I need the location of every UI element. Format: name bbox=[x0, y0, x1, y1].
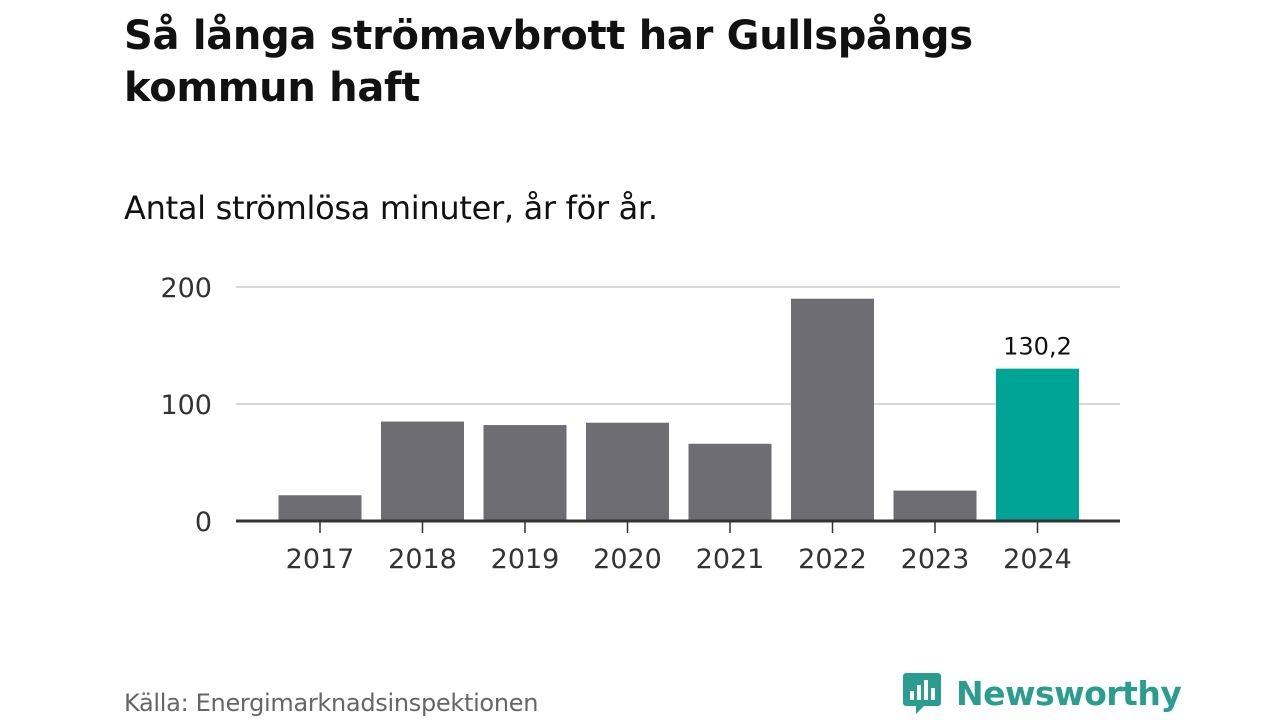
x-tick-label: 2023 bbox=[901, 544, 970, 575]
data-label: 130,2 bbox=[1003, 333, 1072, 361]
x-tick-label: 2019 bbox=[491, 544, 560, 575]
brand-logo: Newsworthy bbox=[902, 668, 1182, 718]
bar-2017 bbox=[278, 495, 362, 521]
bar-2019 bbox=[483, 425, 567, 521]
x-tick-label: 2020 bbox=[593, 544, 662, 575]
bar-2022 bbox=[791, 298, 874, 521]
x-axis-ticks: 2017 2018 2019 2020 2021 2022 2023 2024 bbox=[286, 521, 1072, 575]
x-tick-label: 2022 bbox=[798, 544, 867, 575]
bar-2018 bbox=[381, 421, 464, 521]
y-tick-label: 100 bbox=[160, 390, 212, 421]
brand-name: Newsworthy bbox=[956, 673, 1182, 713]
source-note: Källa: Energimarknadsinspektionen bbox=[124, 689, 539, 717]
y-tick-label: 0 bbox=[195, 507, 212, 538]
bar-2020 bbox=[586, 422, 669, 521]
x-tick-label: 2017 bbox=[286, 544, 355, 575]
bar-chart: 0 100 200 2017 2018 2019 2020 2021 2022 2023 2024… bbox=[160, 273, 1120, 575]
chart-bubble-icon bbox=[903, 673, 941, 714]
y-axis-ticks: 0 100 200 bbox=[160, 273, 212, 538]
bar-2021 bbox=[688, 443, 772, 521]
chart-title: Så långa strömavbrott har Gullspångs kom… bbox=[124, 13, 973, 111]
bar-2024 bbox=[996, 368, 1079, 521]
gridlines bbox=[236, 286, 1120, 405]
x-tick-label: 2021 bbox=[696, 544, 765, 575]
x-tick-label: 2024 bbox=[1003, 544, 1072, 575]
y-tick-label: 200 bbox=[160, 273, 212, 304]
data-labels: 130,2 bbox=[1003, 333, 1072, 361]
bars bbox=[278, 298, 1079, 521]
bar-2023 bbox=[893, 490, 977, 521]
chart-subtitle: Antal strömlösa minuter, år för år. bbox=[124, 189, 658, 227]
x-tick-label: 2018 bbox=[388, 544, 457, 575]
